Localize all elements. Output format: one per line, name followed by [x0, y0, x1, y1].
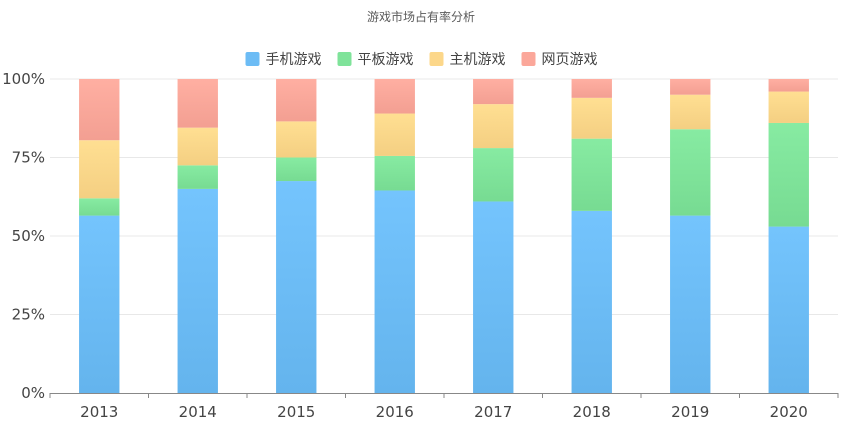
bar-segment[interactable] — [276, 181, 317, 393]
legend-swatch — [429, 52, 444, 66]
axes: 0% 25% 50% 75% 100% 2013 2014 2015 2016 2017 2018 2… — [2, 70, 839, 421]
bar-segment[interactable] — [670, 129, 711, 216]
bar-segment[interactable] — [374, 190, 415, 393]
bar-segment[interactable] — [276, 79, 317, 122]
bars — [79, 79, 809, 393]
legend-label: 主机游戏 — [450, 52, 506, 68]
bar-segment[interactable] — [768, 91, 809, 123]
bar-segment[interactable] — [571, 79, 612, 98]
bar-segment[interactable] — [768, 122, 809, 227]
bar-segment[interactable] — [374, 113, 415, 156]
bar-segment[interactable] — [473, 79, 514, 105]
bar-segment[interactable] — [276, 157, 317, 182]
legend-item[interactable]: 主机游戏 — [429, 52, 506, 68]
legend-label: 平板游戏 — [358, 52, 414, 68]
bar-segment[interactable] — [473, 104, 514, 149]
legend-item[interactable]: 网页游戏 — [521, 52, 598, 68]
y-tick-label: 100% — [2, 70, 45, 88]
y-tick-label: 75% — [12, 149, 45, 167]
bar-segment[interactable] — [670, 79, 711, 95]
legend-swatch — [521, 52, 536, 66]
bar-segment[interactable] — [177, 188, 218, 393]
x-tick-label: 2015 — [277, 403, 315, 421]
bar-segment[interactable] — [473, 148, 514, 202]
bar-segment[interactable] — [276, 121, 317, 158]
bar-segment[interactable] — [670, 94, 711, 130]
bar-segment[interactable] — [374, 79, 415, 114]
legend-label: 网页游戏 — [542, 52, 598, 68]
x-tick-label: 2013 — [80, 403, 118, 421]
y-tick-label: 50% — [12, 227, 45, 245]
x-tick-label: 2019 — [671, 403, 709, 421]
legend-item[interactable]: 手机游戏 — [245, 52, 322, 68]
bar-segment[interactable] — [768, 226, 809, 393]
legend-label: 手机游戏 — [266, 52, 322, 68]
bar-segment[interactable] — [571, 97, 612, 139]
gridlines — [50, 78, 838, 315]
y-tick-label: 25% — [12, 306, 45, 324]
bar-segment[interactable] — [79, 198, 120, 216]
x-tick-label: 2014 — [179, 403, 217, 421]
x-tick-label: 2020 — [770, 403, 808, 421]
bar-segment[interactable] — [79, 140, 120, 199]
x-tick-label: 2017 — [474, 403, 512, 421]
bar-segment[interactable] — [571, 210, 612, 393]
bar-segment[interactable] — [177, 79, 218, 128]
bar-segment[interactable] — [768, 79, 809, 92]
bar-segment[interactable] — [473, 201, 514, 393]
y-tick-label: 0% — [21, 384, 45, 402]
legend-swatch — [337, 52, 352, 66]
bar-segment[interactable] — [374, 155, 415, 191]
legend: 手机游戏 平板游戏 主机游戏 网页游戏 — [245, 52, 598, 68]
legend-item[interactable]: 平板游戏 — [337, 52, 414, 68]
bar-segment[interactable] — [79, 79, 120, 141]
chart-title: 游戏市场占有率分析 — [367, 9, 475, 24]
bar-segment[interactable] — [79, 215, 120, 393]
bar-segment[interactable] — [670, 215, 711, 393]
bar-segment[interactable] — [177, 127, 218, 166]
x-tick-label: 2016 — [376, 403, 414, 421]
bar-segment[interactable] — [571, 138, 612, 211]
legend-swatch — [245, 52, 260, 66]
x-tick-label: 2018 — [573, 403, 611, 421]
bar-segment[interactable] — [177, 165, 218, 189]
